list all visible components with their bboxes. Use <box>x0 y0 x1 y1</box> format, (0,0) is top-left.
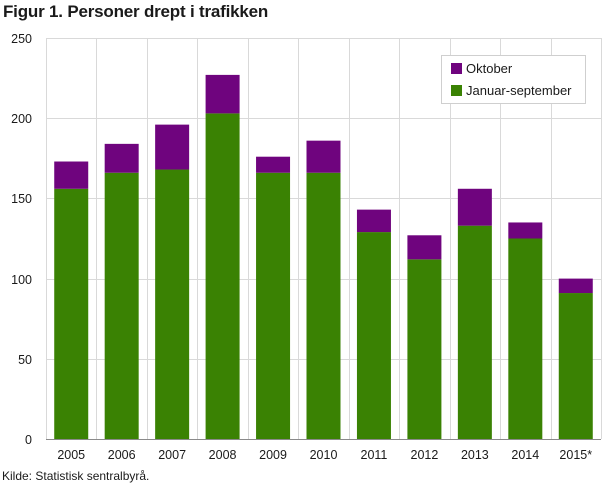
y-tick-label: 100 <box>11 273 32 287</box>
x-tick-label: 2007 <box>158 448 186 462</box>
bar-segment-jan-sep <box>508 238 543 439</box>
bar-segment-jan-sep <box>457 225 492 439</box>
bar-segment-oktober <box>155 124 190 170</box>
bar-segment-oktober <box>558 278 593 294</box>
bar-segment-jan-sep <box>205 113 240 439</box>
x-tick-label: 2012 <box>411 448 439 462</box>
y-axis-tick-labels: 0 50 100 150 200 250 <box>11 32 32 447</box>
bar-segment-oktober <box>457 188 492 226</box>
x-tick-label: 2015* <box>559 448 592 462</box>
bar-segment-oktober <box>256 156 291 173</box>
y-tick-label: 200 <box>11 112 32 126</box>
y-tick-label: 50 <box>18 353 32 367</box>
bar-segment-oktober <box>356 209 391 233</box>
bar-segment-oktober <box>508 222 543 239</box>
bar-segment-jan-sep <box>54 188 89 439</box>
bar-segment-oktober <box>104 143 139 173</box>
bar-segment-oktober <box>205 74 240 114</box>
x-tick-label: 2005 <box>57 448 85 462</box>
legend-label: Oktober <box>466 61 513 76</box>
bar-segment-oktober <box>407 235 442 260</box>
x-tick-label: 2010 <box>310 448 338 462</box>
legend-swatch <box>451 85 462 96</box>
y-tick-label: 150 <box>11 192 32 206</box>
x-axis-tick-labels: 2005 2006 2007 2008 2009 2010 2011 2012 2013 2014… <box>57 448 592 462</box>
bar-segment-oktober <box>306 140 341 173</box>
bar-segment-jan-sep <box>155 169 190 439</box>
bar-segment-jan-sep <box>256 172 291 440</box>
x-tick-label: 2014 <box>511 448 539 462</box>
bar-segment-jan-sep <box>306 172 341 440</box>
bar-segment-jan-sep <box>407 259 442 439</box>
x-tick-label: 2011 <box>361 448 388 462</box>
legend-label: Januar-september <box>466 83 572 98</box>
x-tick-label: 2006 <box>108 448 136 462</box>
legend-box <box>441 55 586 104</box>
bars <box>54 74 593 440</box>
legend-swatch <box>451 63 462 74</box>
x-tick-label: 2013 <box>461 448 489 462</box>
bar-segment-jan-sep <box>356 232 391 439</box>
bar-segment-jan-sep <box>558 293 593 439</box>
x-tick-label: 2008 <box>209 448 237 462</box>
x-tick-label: 2009 <box>259 448 287 462</box>
legend: Oktober Januar-september <box>441 55 586 104</box>
bar-segment-oktober <box>54 161 89 189</box>
y-tick-label: 250 <box>11 32 32 46</box>
source-note: Kilde: Statistisk sentralbyrå. <box>2 469 150 483</box>
chart-title: Figur 1. Personer drept i trafikken <box>3 2 269 21</box>
bar-segment-jan-sep <box>104 172 139 440</box>
y-tick-label: 0 <box>25 433 32 447</box>
